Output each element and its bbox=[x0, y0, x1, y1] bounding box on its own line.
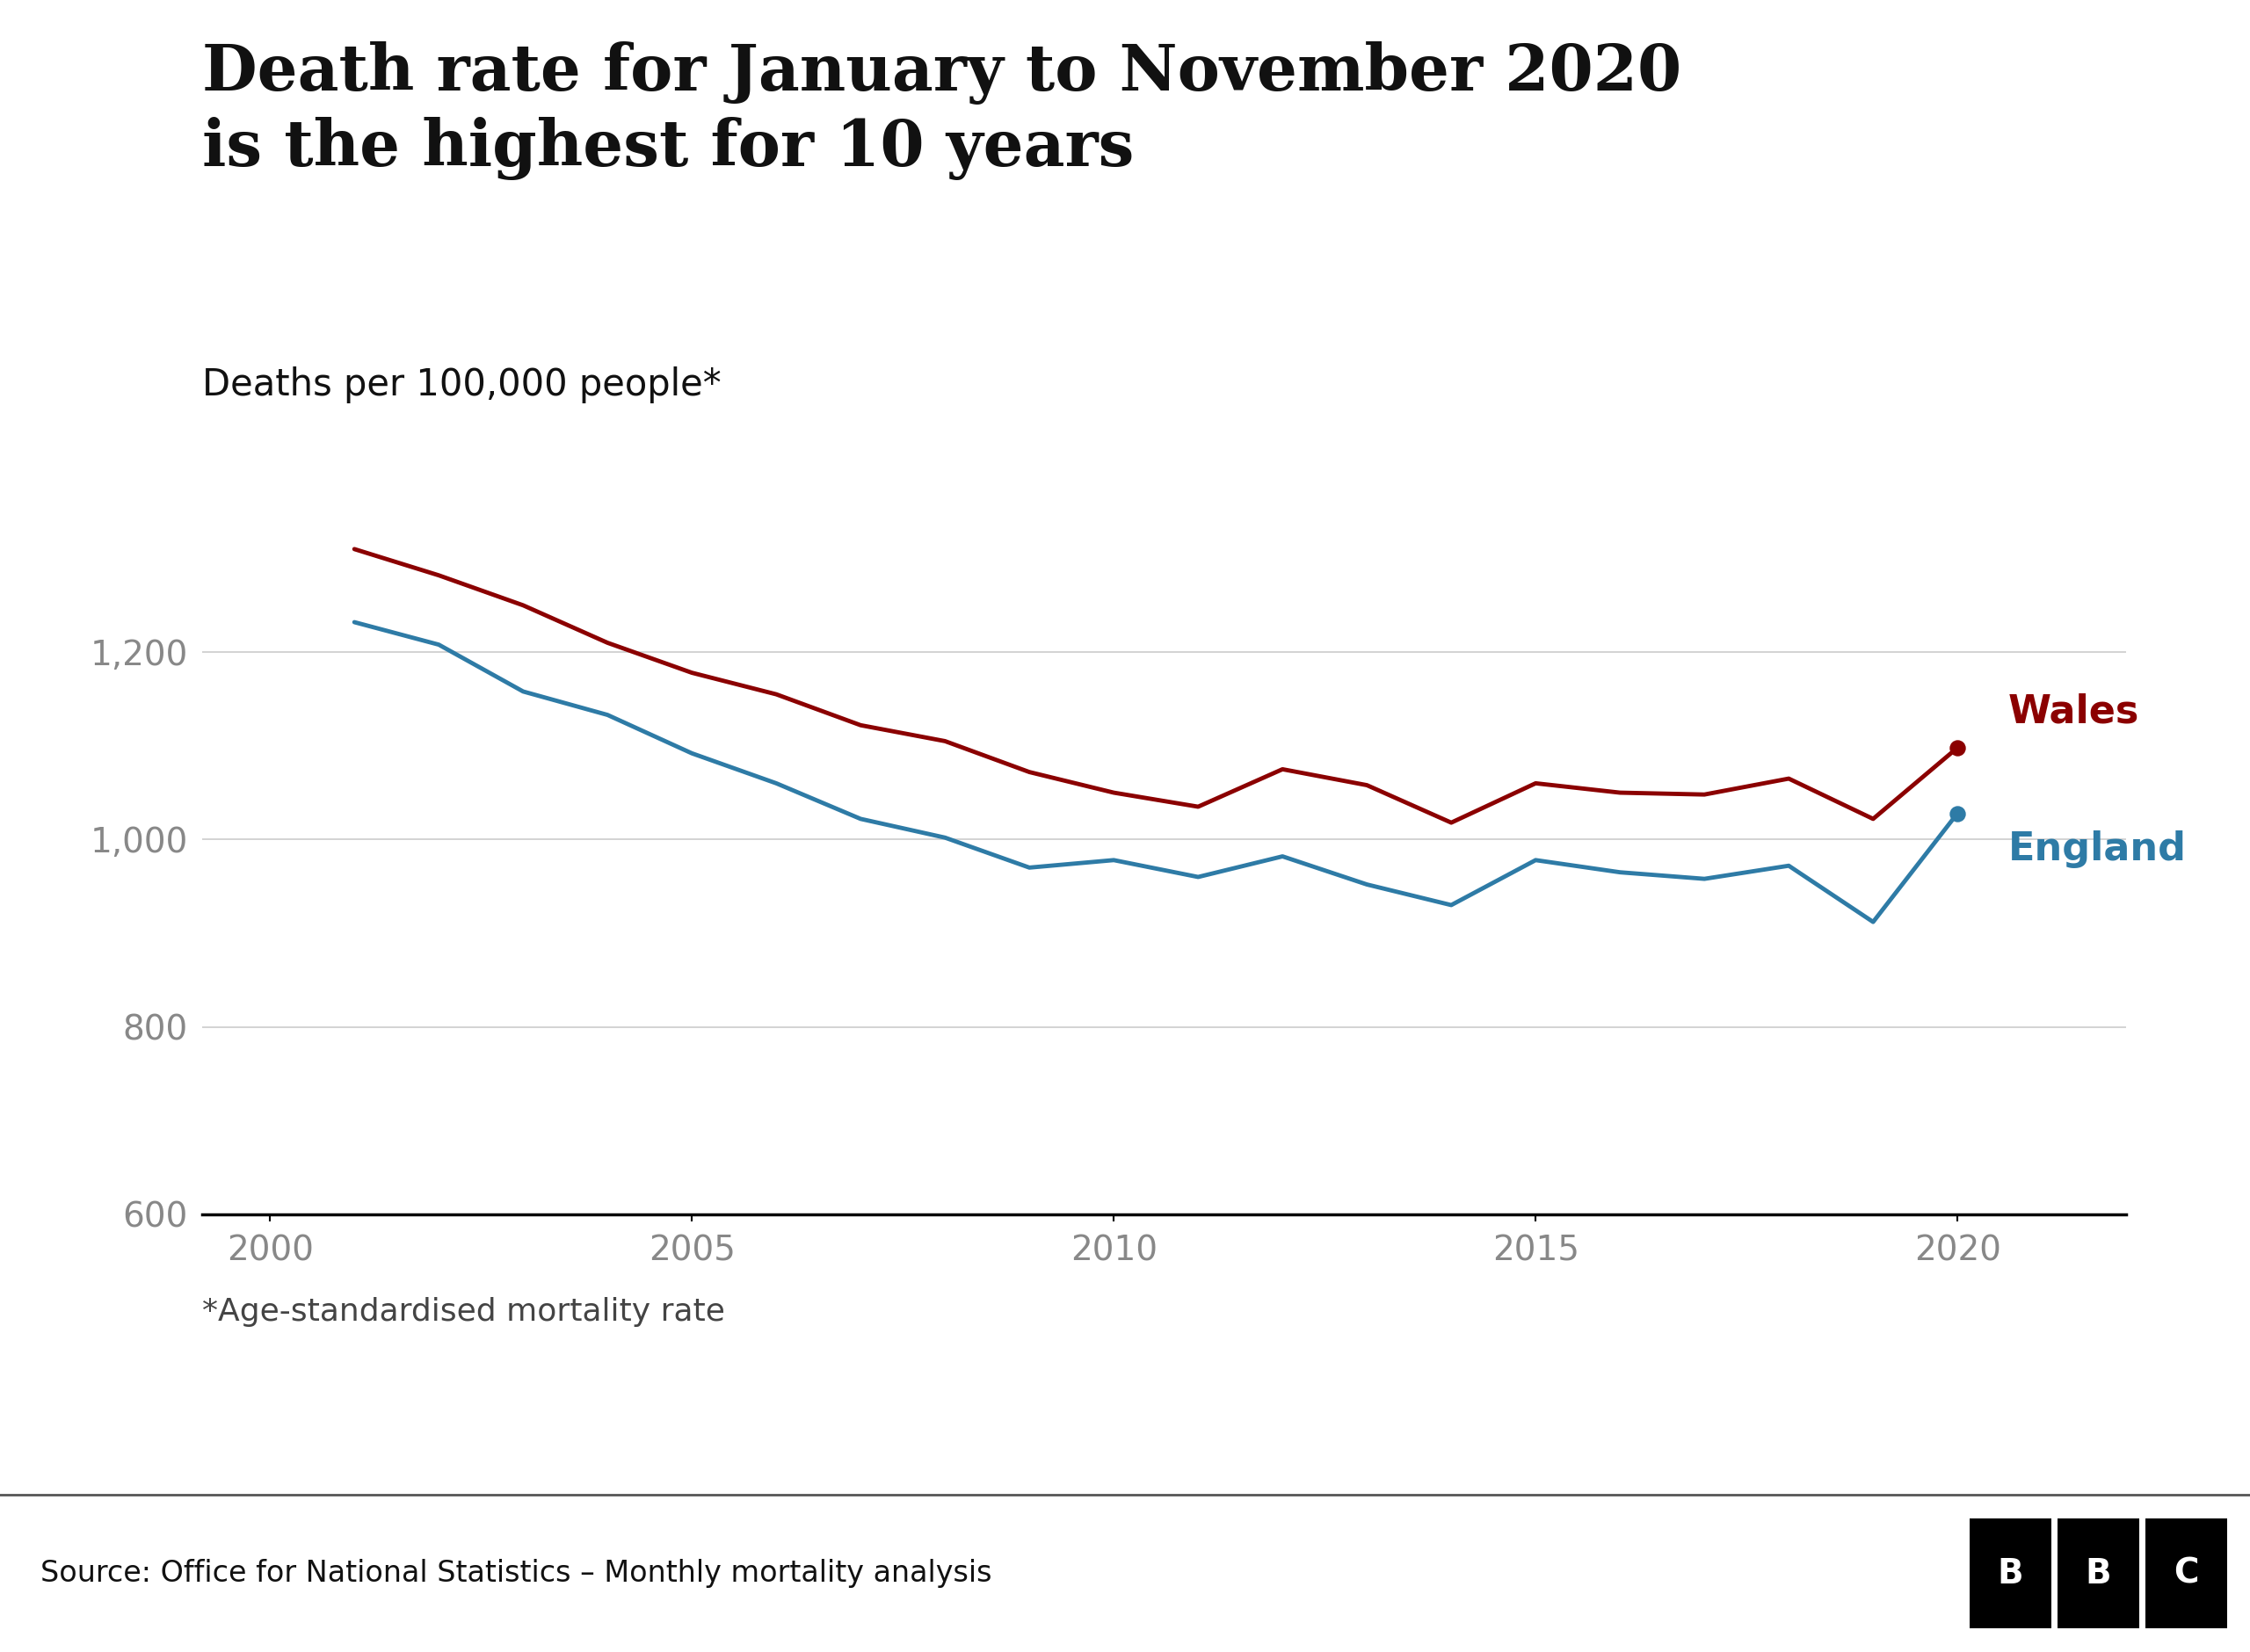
Text: Deaths per 100,000 people*: Deaths per 100,000 people* bbox=[202, 367, 722, 403]
Point bbox=[1939, 735, 1975, 762]
Text: England: England bbox=[2007, 829, 2187, 867]
Point bbox=[1939, 800, 1975, 826]
Bar bbox=[2056, 1518, 2140, 1629]
Text: Wales: Wales bbox=[2007, 694, 2140, 730]
Text: *Age-standardised mortality rate: *Age-standardised mortality rate bbox=[202, 1297, 724, 1327]
Text: Source: Office for National Statistics – Monthly mortality analysis: Source: Office for National Statistics –… bbox=[40, 1559, 992, 1588]
Text: B: B bbox=[1998, 1556, 2023, 1591]
Text: C: C bbox=[2174, 1556, 2198, 1591]
Bar bbox=[1969, 1518, 2052, 1629]
Text: B: B bbox=[2086, 1556, 2110, 1591]
Text: Death rate for January to November 2020
is the highest for 10 years: Death rate for January to November 2020 … bbox=[202, 41, 1683, 180]
Bar bbox=[2146, 1518, 2227, 1629]
